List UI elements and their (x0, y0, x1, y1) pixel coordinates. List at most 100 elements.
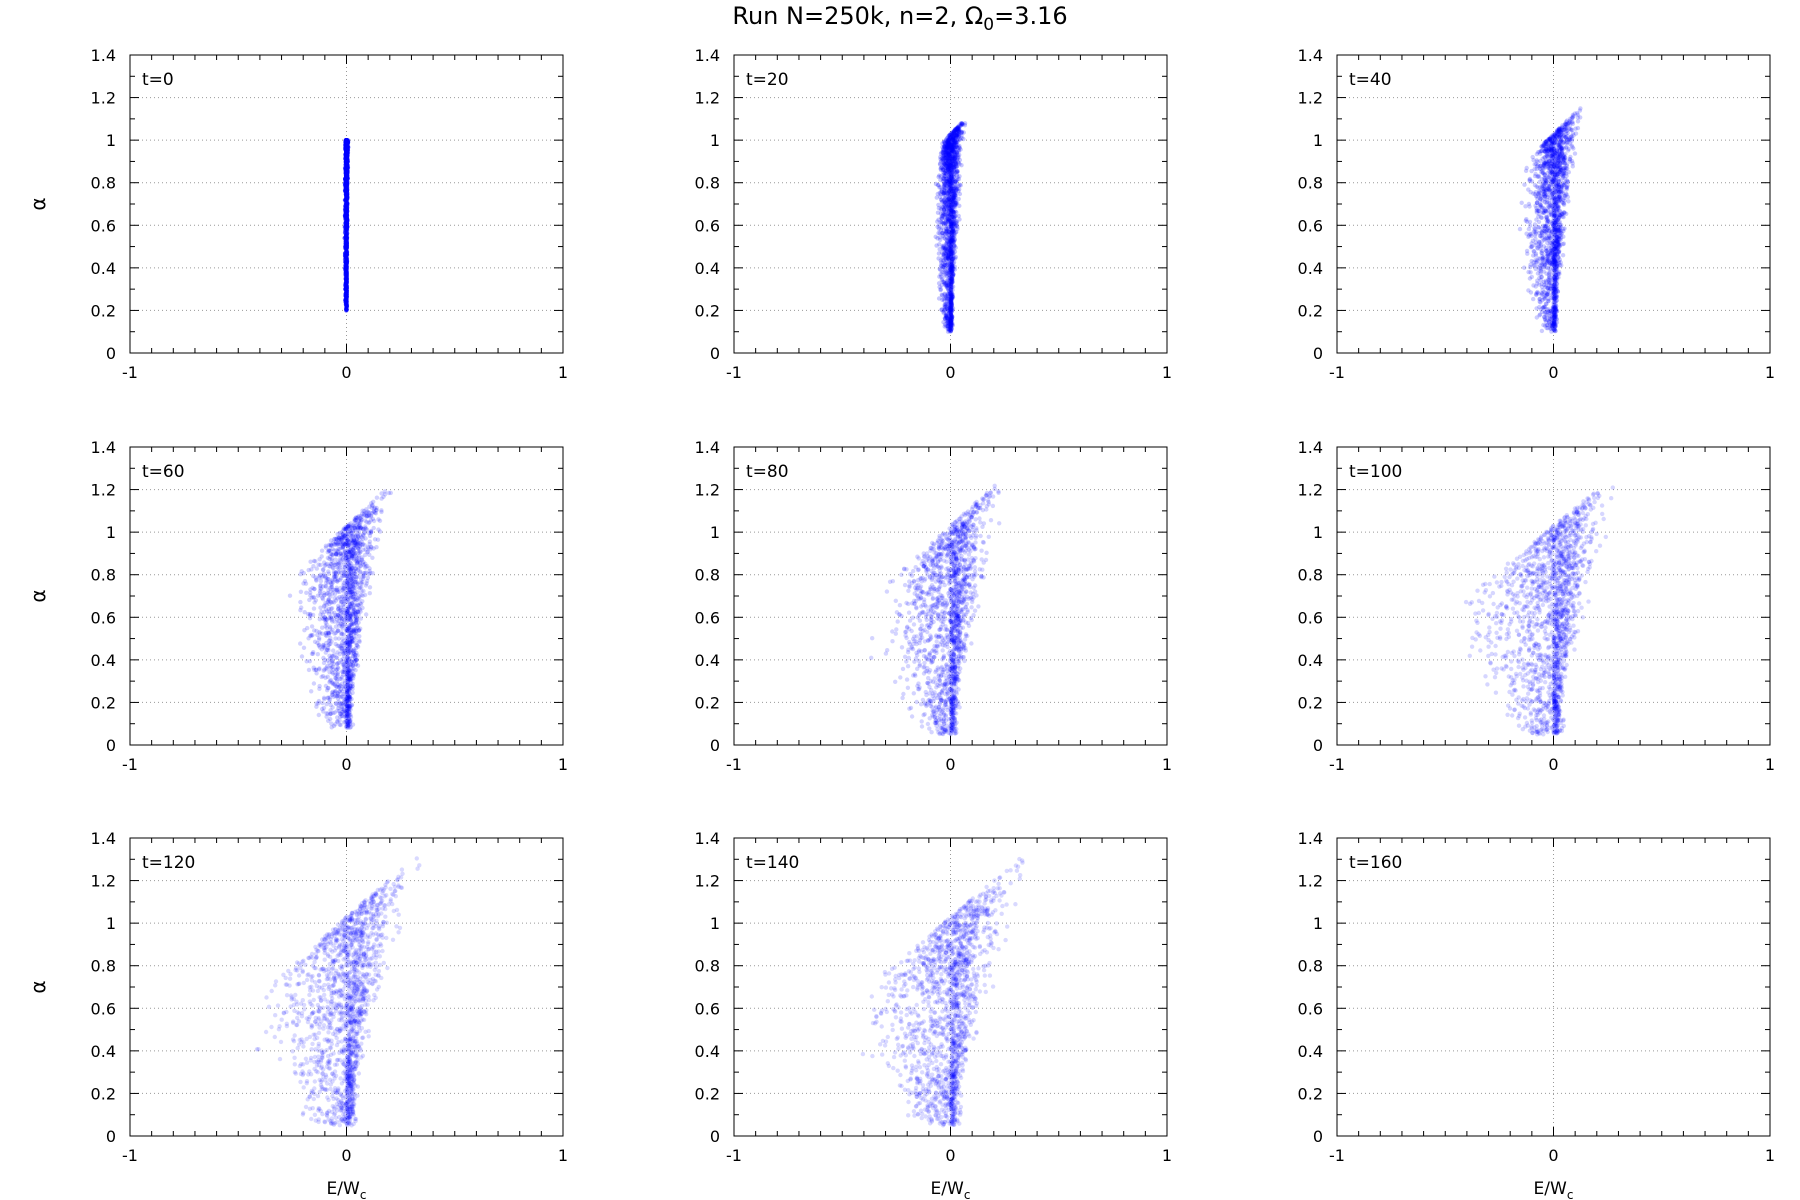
y-tick-label: 1 (1313, 131, 1323, 150)
data-point (1522, 265, 1527, 270)
data-point (943, 231, 948, 236)
data-point (1534, 184, 1539, 189)
y-tick-label: 0.8 (695, 174, 720, 193)
data-point (946, 216, 951, 222)
data-point (344, 192, 350, 197)
data-point (949, 247, 954, 252)
data-point (1566, 146, 1572, 152)
data-point (1539, 281, 1545, 287)
data-point (949, 191, 954, 196)
data-point (1544, 310, 1549, 315)
data-point (1550, 221, 1555, 227)
y-tick-label: 1.2 (1298, 89, 1323, 108)
data-point (952, 243, 957, 248)
panel-label: t=0 (142, 70, 174, 90)
data-point (946, 205, 951, 210)
y-tick-label: 0.8 (91, 174, 116, 193)
data-point (344, 241, 349, 246)
data-point (1561, 181, 1566, 186)
data-point (947, 170, 953, 176)
data-point (1523, 218, 1529, 223)
data-point (1575, 119, 1581, 124)
data-point (1558, 185, 1564, 190)
x-tick-label: 0 (945, 363, 955, 382)
data-point (1545, 256, 1550, 261)
data-point (367, 591, 372, 596)
data-point (1554, 234, 1559, 239)
data-point (943, 155, 949, 160)
data-point (1526, 187, 1531, 192)
data-point (1543, 144, 1549, 150)
data-point (1538, 202, 1544, 208)
data-point (953, 145, 958, 150)
grid-lines (734, 55, 1167, 353)
data-point (947, 203, 952, 208)
data-point (933, 234, 938, 239)
data-point (1540, 235, 1545, 240)
data-point (943, 313, 948, 318)
data-point (343, 300, 349, 305)
data-point (1542, 261, 1547, 266)
data-point (1559, 172, 1565, 178)
data-point (1557, 160, 1563, 165)
data-point (940, 166, 946, 171)
data-point (949, 229, 955, 234)
data-point (950, 239, 955, 244)
data-point (1541, 314, 1547, 320)
x-tick-label: 1 (558, 363, 568, 382)
data-point (1519, 200, 1524, 205)
data-point (344, 162, 349, 167)
data-point (1556, 224, 1561, 230)
data-point (955, 126, 960, 131)
data-point (344, 222, 350, 228)
data-point (370, 571, 375, 576)
data-point (1543, 140, 1549, 145)
data-point (948, 243, 953, 248)
data-point (939, 214, 945, 219)
data-point (316, 562, 321, 567)
data-point (1570, 115, 1575, 120)
data-point (938, 272, 943, 277)
data-point (1567, 141, 1573, 146)
y-tick-label: 0 (1313, 344, 1323, 363)
data-point (344, 186, 349, 191)
data-point (1556, 205, 1561, 210)
data-point (949, 284, 954, 290)
data-point (1545, 148, 1550, 153)
data-point (1566, 199, 1571, 204)
data-point (949, 198, 955, 204)
data-point (1544, 153, 1549, 158)
data-point (306, 667, 312, 673)
y-tick-label: 1.2 (91, 89, 116, 108)
data-point (343, 294, 349, 300)
data-point (1537, 275, 1542, 281)
data-point (1531, 249, 1536, 254)
data-point (1551, 260, 1557, 265)
data-point (1572, 151, 1578, 156)
y-axis-label: α (26, 197, 50, 210)
data-point (938, 159, 944, 164)
data-point (344, 143, 349, 149)
data-point (344, 201, 349, 207)
data-point (1539, 230, 1545, 236)
x-tick-label: 0 (341, 363, 351, 382)
panel-label: t=40 (1349, 70, 1392, 90)
data-point (951, 149, 956, 154)
panel-label: t=20 (746, 70, 789, 90)
data-point (1544, 201, 1549, 206)
data-point (1522, 182, 1527, 187)
data-point (952, 165, 957, 170)
data-point (947, 180, 952, 185)
y-tick-label: 0.2 (1298, 301, 1323, 320)
data-point (1548, 212, 1554, 217)
plot-frame (129, 54, 564, 354)
data-point (1547, 186, 1552, 191)
data-point (1536, 225, 1542, 230)
data-point (344, 308, 349, 313)
y-tick-label: 1.4 (91, 46, 116, 65)
data-point (1541, 295, 1547, 300)
data-point (1524, 248, 1530, 254)
data-point (952, 216, 957, 222)
data-point (1541, 210, 1546, 216)
y-tick-label: 0.6 (91, 216, 116, 235)
